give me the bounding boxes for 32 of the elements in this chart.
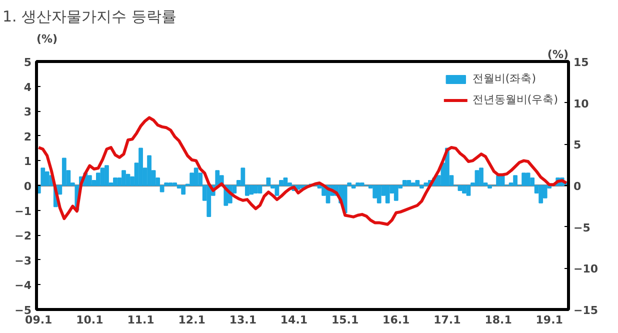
y2-tick-label: −15 <box>574 304 598 317</box>
y2-axis-title: (%) <box>547 48 568 61</box>
x-tick-label: 14.1 <box>280 314 308 326</box>
x-tick-label: 11.1 <box>127 314 154 326</box>
y2-tick-label: −10 <box>574 262 598 276</box>
y-tick-label: 0 <box>24 180 32 193</box>
x-tick-label: 19.1 <box>536 314 563 326</box>
y-tick-label: 1 <box>24 155 32 168</box>
y-tick-label: 5 <box>24 56 32 69</box>
y-tick-label: 3 <box>24 106 32 119</box>
y-tick-label: −3 <box>14 254 32 268</box>
chart-title: 1. 생산자물가지수 등락률 <box>2 8 176 26</box>
x-tick-label: 13.1 <box>229 314 256 326</box>
y-tick-label: 4 <box>24 80 32 94</box>
x-tick-label: 10.1 <box>76 314 104 326</box>
x-tick-label: 15.1 <box>331 314 359 326</box>
y-tick-label: −1 <box>14 204 32 218</box>
legend-label: 전월비(좌축) <box>472 71 536 86</box>
y-tick-label: −4 <box>14 279 32 292</box>
y2-tick-label: −5 <box>574 221 590 234</box>
y-tick-label: 2 <box>24 130 32 144</box>
x-tick-label: 17.1 <box>434 314 461 326</box>
y2-tick-label: 5 <box>574 138 582 152</box>
x-tick-label: 16.1 <box>382 314 410 326</box>
y-axis-title: (%) <box>36 32 58 46</box>
y-tick-label: −2 <box>14 230 32 243</box>
x-tick-label: 12.1 <box>178 314 206 326</box>
x-tick-label: 18.1 <box>484 314 512 326</box>
legend-label: 전년동월비(우축) <box>472 92 558 107</box>
y2-tick-label: 0 <box>574 180 582 193</box>
y2-tick-label: 15 <box>574 56 589 69</box>
y2-tick-label: 10 <box>574 97 590 110</box>
